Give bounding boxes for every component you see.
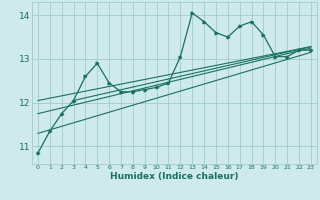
X-axis label: Humidex (Indice chaleur): Humidex (Indice chaleur) xyxy=(110,172,239,181)
